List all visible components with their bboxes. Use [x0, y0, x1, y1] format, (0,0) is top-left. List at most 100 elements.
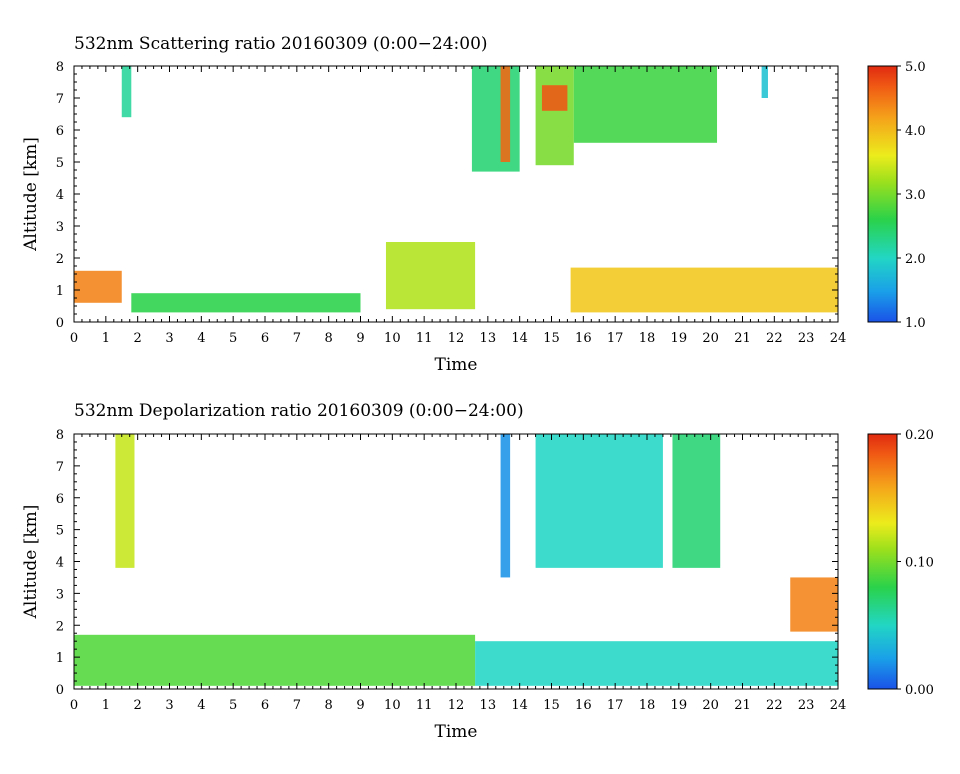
y-tick-label: 6 [56, 124, 64, 139]
x-tick-label: 19 [671, 698, 688, 713]
y-tick-label: 0 [56, 316, 64, 331]
x-tick-label: 19 [671, 331, 688, 346]
x-tick-label: 1 [102, 331, 110, 346]
x-tick-label: 4 [197, 698, 205, 713]
y-tick-label: 7 [56, 460, 64, 475]
y-tick-label: 2 [56, 252, 64, 267]
y-tick-label: 5 [56, 524, 64, 539]
x-tick-label: 0 [70, 331, 78, 346]
x-tick-label: 1 [102, 698, 110, 713]
data-feature [500, 66, 511, 162]
y-tick-label: 7 [56, 92, 64, 107]
x-tick-label: 24 [830, 331, 847, 346]
x-tick-label: 15 [543, 698, 560, 713]
panels: 0 1 2 3 4 5 6 7 8 9 10 11 12 13 14 15 16 17 18 19 20 21 22 23 24… [21, 34, 934, 742]
x-tick-label: 8 [325, 698, 333, 713]
colorbar-tick-label: 2.0 [905, 252, 926, 267]
x-tick-label: 22 [766, 698, 783, 713]
colorbar-tick-label: 0.10 [905, 556, 934, 571]
y-tick-label: 4 [56, 556, 64, 571]
y-tick-label: 4 [56, 188, 64, 203]
data-feature [131, 293, 361, 313]
colorbar [867, 65, 898, 323]
y-tick-label: 3 [56, 220, 64, 235]
x-tick-label: 3 [165, 331, 173, 346]
data-layer-0 [74, 66, 838, 313]
colorbar-tick-label: 3.0 [905, 188, 926, 203]
x-tick-label: 17 [607, 698, 624, 713]
x-axis-label: Time [435, 722, 478, 742]
chart-panel-1: 0 1 2 3 4 5 6 7 8 9 10 11 12 13 14 15 16 17 18 19 20 21 22 23 24… [21, 401, 934, 742]
y-tick-label: 1 [56, 284, 64, 299]
x-tick-label: 13 [480, 698, 497, 713]
data-feature [573, 66, 718, 143]
x-tick-label: 8 [325, 331, 333, 346]
chart-title: 532nm Scattering ratio 20160309 (0:00−24… [74, 34, 488, 54]
x-tick-label: 20 [702, 331, 719, 346]
x-tick-label: 10 [384, 331, 401, 346]
colorbar [867, 433, 898, 690]
x-tick-label: 3 [165, 698, 173, 713]
x-tick-label: 14 [511, 698, 528, 713]
x-tick-label: 7 [293, 698, 301, 713]
x-tick-label: 18 [639, 698, 656, 713]
chart-title: 532nm Depolarization ratio 20160309 (0:0… [74, 401, 524, 421]
data-feature [535, 66, 574, 166]
x-tick-label: 14 [511, 331, 528, 346]
data-feature [535, 434, 663, 568]
colorbar-tick-label: 1.0 [905, 316, 926, 331]
colorbar-tick-label: 5.0 [905, 60, 926, 75]
colorbar-tick-label: 0.20 [905, 428, 934, 443]
x-tick-label: 17 [607, 331, 624, 346]
x-tick-label: 24 [830, 698, 847, 713]
data-feature [385, 242, 476, 310]
y-tick-label: 8 [56, 428, 64, 443]
y-tick-label: 6 [56, 492, 64, 507]
data-feature [790, 577, 838, 632]
x-axis-label: Time [435, 355, 478, 375]
x-tick-label: 13 [480, 331, 497, 346]
x-tick-label: 6 [261, 331, 269, 346]
x-tick-label: 2 [134, 331, 142, 346]
x-tick-label: 5 [229, 331, 237, 346]
x-tick-label: 4 [197, 331, 205, 346]
y-axis-label: Altitude [km] [21, 137, 41, 252]
y-tick-label: 3 [56, 587, 64, 602]
y-tick-label: 0 [56, 683, 64, 698]
x-tick-label: 16 [575, 331, 592, 346]
chart-panel-0: 0 1 2 3 4 5 6 7 8 9 10 11 12 13 14 15 16 17 18 19 20 21 22 23 24… [21, 34, 926, 375]
data-feature [500, 434, 511, 578]
data-feature [471, 66, 520, 172]
x-tick-label: 11 [416, 331, 433, 346]
x-tick-label: 16 [575, 698, 592, 713]
x-tick-label: 5 [229, 698, 237, 713]
colorbar-tick-label: 0.00 [905, 683, 934, 698]
x-tick-label: 20 [702, 698, 719, 713]
x-tick-label: 15 [543, 331, 560, 346]
x-tick-label: 7 [293, 331, 301, 346]
x-tick-label: 12 [448, 698, 465, 713]
y-tick-label: 5 [56, 156, 64, 171]
y-axis-label: Altitude [km] [21, 505, 41, 620]
x-tick-label: 0 [70, 698, 78, 713]
x-tick-label: 6 [261, 698, 269, 713]
x-tick-label: 23 [798, 331, 815, 346]
x-tick-label: 11 [416, 698, 433, 713]
x-tick-label: 2 [134, 698, 142, 713]
x-tick-label: 9 [356, 698, 364, 713]
data-feature [672, 434, 721, 568]
x-tick-label: 12 [448, 331, 465, 346]
data-feature [761, 66, 768, 98]
x-tick-label: 10 [384, 698, 401, 713]
data-layer-1 [74, 434, 838, 686]
data-feature [541, 85, 568, 111]
data-feature [74, 270, 122, 303]
x-tick-label: 23 [798, 698, 815, 713]
y-tick-label: 8 [56, 60, 64, 75]
y-tick-label: 1 [56, 651, 64, 666]
data-feature [121, 66, 132, 118]
x-tick-label: 18 [639, 331, 656, 346]
x-tick-label: 22 [766, 331, 783, 346]
